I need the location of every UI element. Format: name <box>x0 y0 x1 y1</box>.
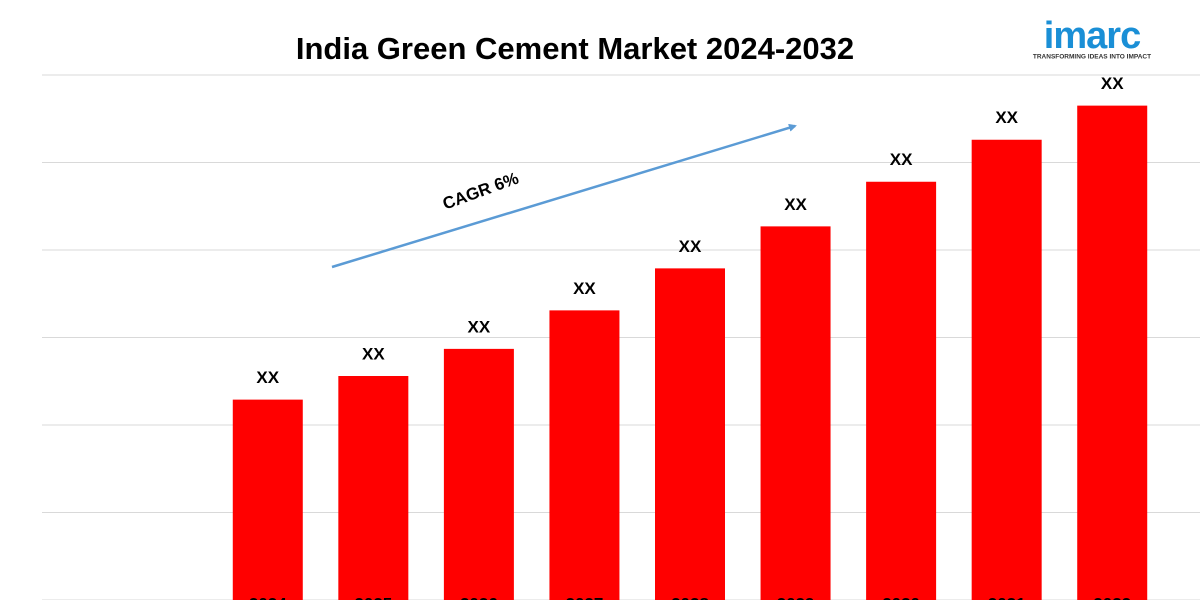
bar <box>760 226 831 600</box>
value-label: XX <box>890 150 913 169</box>
trend-arrow <box>331 123 797 269</box>
value-label: XX <box>468 317 491 336</box>
x-tick-label: 2029 <box>777 594 815 600</box>
bar <box>866 181 937 600</box>
x-tick-label: 2031 <box>988 594 1026 600</box>
bar <box>338 376 409 600</box>
bar <box>971 139 1042 600</box>
value-label: XX <box>1101 74 1124 93</box>
x-tick-label: 2032 <box>1093 594 1131 600</box>
value-label: XX <box>784 195 807 214</box>
bar <box>549 310 620 600</box>
x-tick-label: 2025 <box>354 594 392 600</box>
logo-tagline: TRANSFORMING IDEAS INTO IMPACT <box>1033 54 1151 61</box>
bar <box>1077 105 1148 600</box>
x-tick-label: 2030 <box>882 594 920 600</box>
value-label: XX <box>573 279 596 298</box>
value-label: XX <box>362 344 385 363</box>
value-label: XX <box>995 108 1018 127</box>
chart-title: India Green Cement Market 2024-2032 <box>296 31 854 66</box>
x-tick-label: 2027 <box>566 594 604 600</box>
value-label: XX <box>679 237 702 256</box>
bar <box>443 348 514 600</box>
cagr-annotation: CAGR 6% <box>440 169 521 214</box>
logo: imarc <box>1044 15 1141 57</box>
bar <box>232 399 303 600</box>
x-tick-label: 2026 <box>460 594 498 600</box>
x-tick-label: 2024 <box>249 594 287 600</box>
value-label: XX <box>256 368 279 387</box>
bar <box>655 268 725 600</box>
bars <box>232 105 1148 600</box>
x-tick-label: 2028 <box>671 594 709 600</box>
